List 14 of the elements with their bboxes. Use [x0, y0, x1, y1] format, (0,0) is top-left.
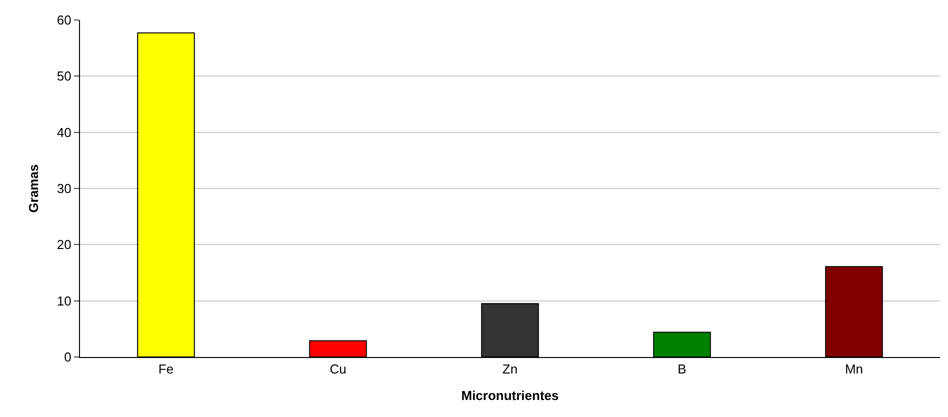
- y-tick-label: 40: [56, 124, 72, 140]
- y-tick-label: 60: [56, 12, 72, 28]
- y-tick-label: 10: [56, 293, 72, 308]
- y-tick-label: 30: [56, 181, 72, 196]
- x-tick-label: B: [678, 362, 686, 377]
- y-tick-label: 50: [56, 68, 72, 84]
- x-axis-title: Micronutrientes: [461, 388, 559, 404]
- y-tick-label: 20: [56, 237, 72, 252]
- x-tick-label: Fe: [158, 362, 174, 377]
- x-tick-label: Cu: [330, 362, 346, 377]
- x-tick-label: Mn: [844, 362, 864, 377]
- y-axis-title: Gramas: [26, 164, 41, 213]
- x-tick-label: Zn: [502, 362, 518, 377]
- y-tick-label: 0: [64, 350, 72, 365]
